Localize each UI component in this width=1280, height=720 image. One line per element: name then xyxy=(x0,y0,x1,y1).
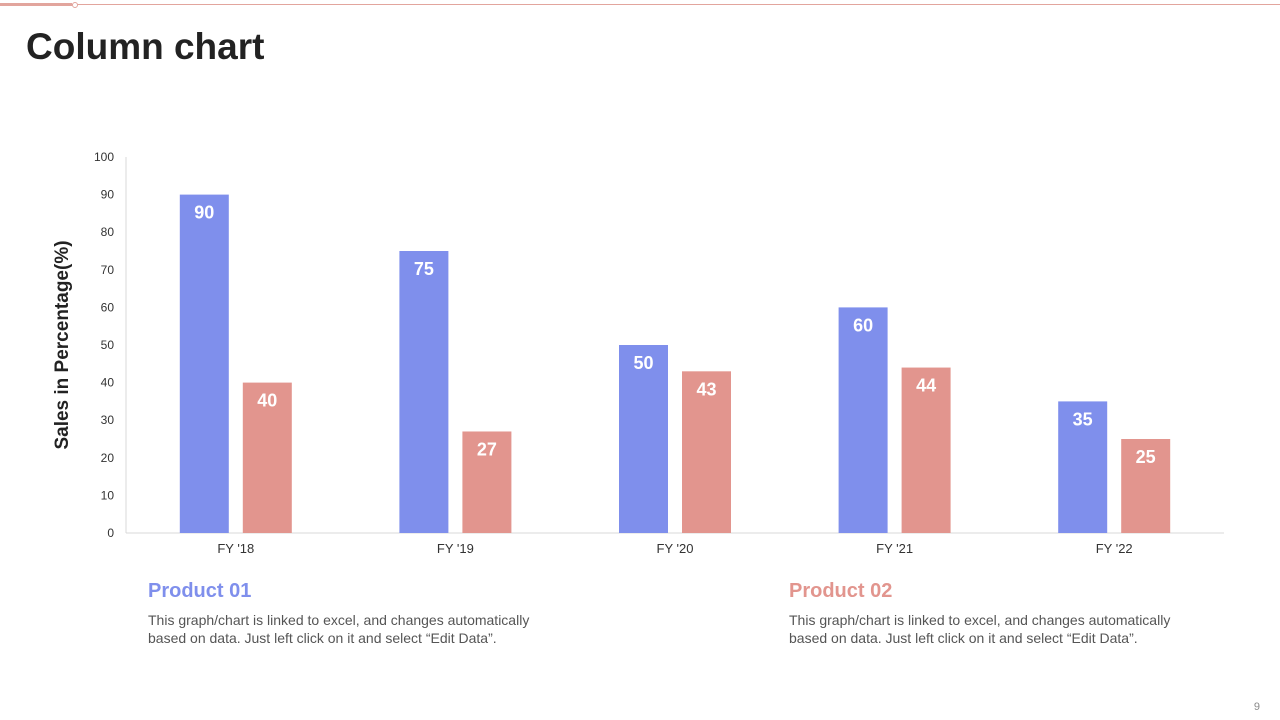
x-tick-label: FY '22 xyxy=(1096,541,1133,556)
y-tick-label: 10 xyxy=(101,488,115,502)
product-02-data-label: 44 xyxy=(916,376,936,396)
product-02-bar xyxy=(242,382,292,533)
y-tick-label: 0 xyxy=(107,526,114,540)
product-02-title: Product 02 xyxy=(789,580,893,602)
y-tick-label: 70 xyxy=(101,263,115,277)
y-tick-label: 90 xyxy=(101,188,115,202)
y-tick-label: 20 xyxy=(101,451,115,465)
page-title: Column chart xyxy=(26,26,265,67)
product-02-bar xyxy=(682,371,731,533)
x-tick-label: FY '18 xyxy=(217,541,254,556)
product-02-data-label: 25 xyxy=(1136,447,1156,467)
product-01-data-label: 75 xyxy=(414,259,434,279)
product-01-data-label: 50 xyxy=(633,353,653,373)
y-tick-label: 60 xyxy=(101,300,115,314)
product-01-bar xyxy=(619,345,668,533)
product-02-caption: Product 02 This graph/chart is linked to… xyxy=(789,580,1209,647)
product-01-caption: Product 01 This graph/chart is linked to… xyxy=(148,580,568,647)
top-rule xyxy=(0,4,1280,5)
product-01-bar xyxy=(1058,401,1108,533)
product-01-description: This graph/chart is linked to excel, and… xyxy=(148,612,530,646)
product-01-data-label: 35 xyxy=(1073,409,1093,429)
product-01-bar xyxy=(838,307,888,533)
x-tick-label: FY '20 xyxy=(657,541,694,556)
product-01-data-label: 60 xyxy=(853,315,873,335)
y-tick-label: 100 xyxy=(94,150,114,164)
product-01-title: Product 01 xyxy=(148,580,252,602)
y-axis-title: Sales in Percentage(%) xyxy=(52,240,73,449)
product-01-bar xyxy=(399,251,449,533)
page-number: 9 xyxy=(1253,701,1260,713)
x-tick-label: FY '21 xyxy=(876,541,913,556)
product-02-data-label: 40 xyxy=(257,391,277,411)
product-02-bar xyxy=(462,431,512,533)
product-02-bar xyxy=(901,367,951,533)
y-tick-label: 40 xyxy=(101,376,115,390)
product-02-description: This graph/chart is linked to excel, and… xyxy=(789,612,1171,646)
product-02-data-label: 27 xyxy=(477,439,497,459)
top-accent-bar xyxy=(0,3,72,6)
product-02-data-label: 43 xyxy=(696,379,716,399)
y-tick-label: 80 xyxy=(101,225,115,239)
product-02-bar xyxy=(1121,439,1171,533)
y-tick-label: 30 xyxy=(101,413,115,427)
top-accent-dot xyxy=(72,2,78,8)
y-tick-label: 50 xyxy=(101,338,115,352)
product-01-data-label: 90 xyxy=(194,203,214,223)
x-tick-label: FY '19 xyxy=(437,541,474,556)
product-01-bar xyxy=(179,194,229,533)
